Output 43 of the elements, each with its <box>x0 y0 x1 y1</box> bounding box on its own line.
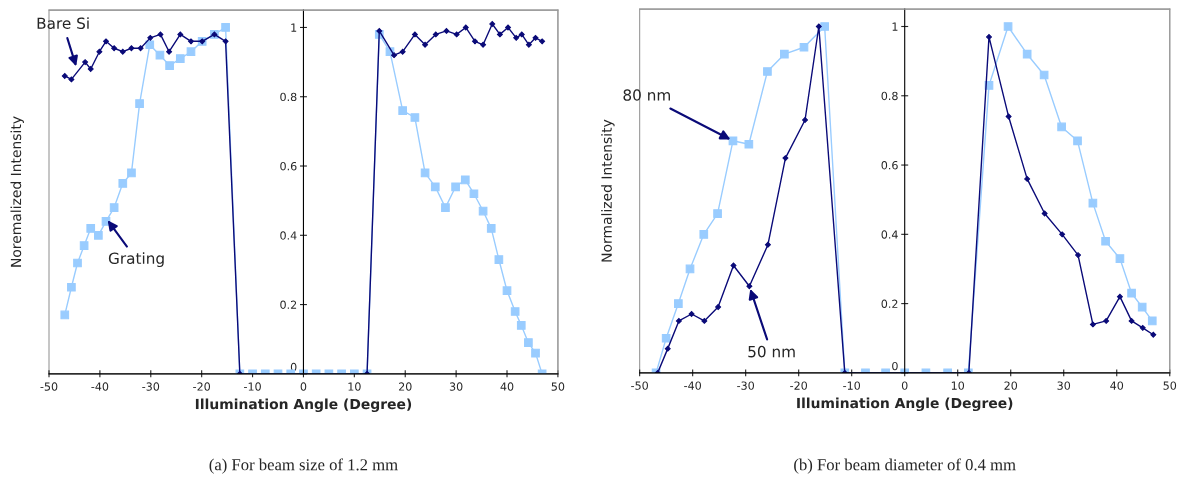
x-tick-label: 0 <box>300 382 307 391</box>
y-tick-label: 0.6 <box>881 161 898 170</box>
y-tick-label: 0.8 <box>280 92 297 102</box>
x-tick-label: 40 <box>500 382 514 391</box>
x-tick-label: -20 <box>790 381 808 390</box>
x-tick-label: -20 <box>193 382 211 391</box>
annotation: 50 nm <box>748 345 795 358</box>
y-tick-label: 0.2 <box>280 300 297 309</box>
x-tick-label: -40 <box>684 381 701 390</box>
x-tick-label: 30 <box>1057 381 1071 390</box>
text: (a) For beam size of 1.2 mm <box>209 458 398 474</box>
y-tick-label: 1 <box>892 22 898 31</box>
x-tick-label: 0 <box>901 381 908 390</box>
x-tick-label: -30 <box>737 381 755 390</box>
y-tick-label: 0.6 <box>280 161 297 171</box>
x-tick-label: -50 <box>631 381 648 390</box>
x-tick-label: 20 <box>1004 381 1018 390</box>
x-tick-label: 30 <box>449 382 463 391</box>
x-tick-label: 50 <box>1163 381 1177 390</box>
y-tick-label: 0 <box>892 361 898 371</box>
y-tick-label: 0.8 <box>881 91 898 101</box>
x-tick-label: -10 <box>244 382 261 391</box>
text: (b) For beam diameter of 0.4 mm <box>794 458 1016 474</box>
x-tick-label: -50 <box>40 382 58 391</box>
x-axis-title: Illumination Angle (Degree) <box>195 398 412 413</box>
x-tick-label: -30 <box>142 382 160 391</box>
x-tick-label: 10 <box>348 382 361 391</box>
x-tick-label: 20 <box>398 382 412 391</box>
y-tick-label: 0.4 <box>280 231 297 240</box>
y-axis-title: Noremalized Intensity <box>10 116 24 267</box>
x-axis-title: Illumination Angle (Degree) <box>797 397 1013 412</box>
y-tick-label: 1 <box>291 23 297 32</box>
y-tick-label: 0.4 <box>881 230 898 239</box>
annotation: Grating <box>108 252 164 268</box>
x-tick-label: -40 <box>91 382 109 391</box>
y-axis-title: Normalized Intensity <box>601 119 615 262</box>
y-tick-label: 0.2 <box>881 299 898 308</box>
x-tick-label: 50 <box>551 382 565 391</box>
annotation: 80 nm <box>623 89 670 101</box>
x-tick-label: 10 <box>951 381 965 390</box>
annotation: Bare Si <box>37 17 89 30</box>
x-tick-label: 40 <box>1110 381 1124 390</box>
x-tick-label: -10 <box>843 381 861 390</box>
